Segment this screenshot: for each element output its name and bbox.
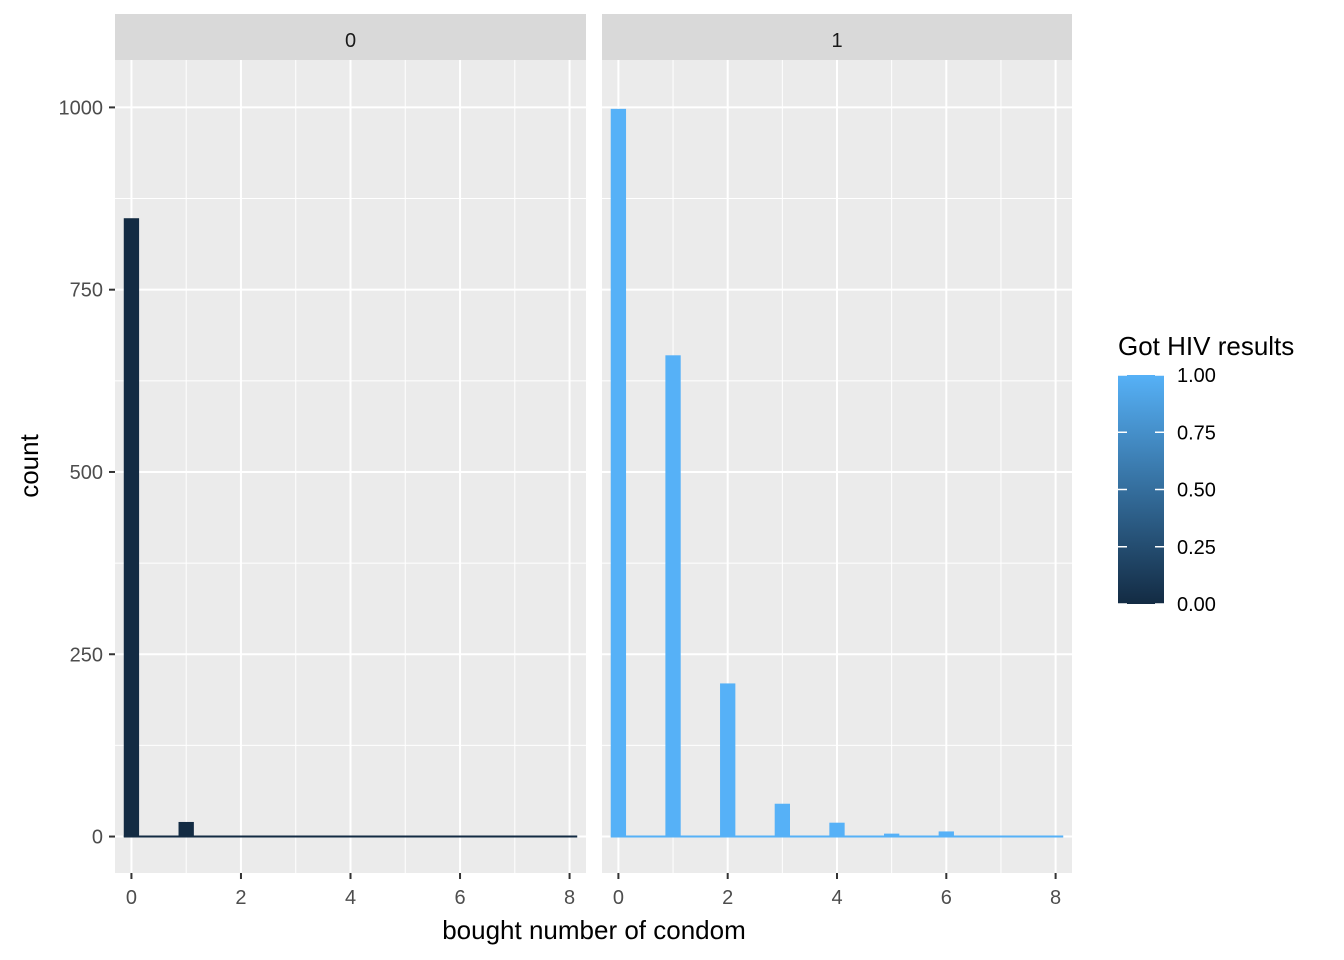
y-tick-label: 500: [70, 462, 103, 484]
y-axis: 0 250 500 750 1000: [59, 97, 115, 849]
histogram-bar: [829, 822, 845, 837]
x-tick-label: 0: [613, 887, 624, 909]
y-tick-label: 1000: [59, 97, 104, 119]
facet-strip-label: 1: [831, 30, 842, 52]
facet-strip: [602, 14, 1072, 60]
x-tick-label: 2: [235, 887, 246, 909]
x-tick-label: 2: [722, 887, 733, 909]
x-tick-label: 6: [941, 887, 952, 909]
facet-strip: [115, 14, 586, 60]
legend: Got HIV results 1.00 0.75 0.50 0.25 0.00: [1118, 331, 1294, 616]
x-tick-label: 8: [1050, 887, 1061, 909]
y-axis-title: count: [14, 433, 44, 497]
y-tick-label: 0: [92, 827, 103, 849]
facet-panel-1: 1: [602, 14, 1072, 873]
x-tick-label: 6: [454, 887, 465, 909]
legend-title: Got HIV results: [1118, 331, 1294, 361]
legend-ticks: 1.00 0.75 0.50 0.25 0.00: [1118, 365, 1216, 616]
facet-strip-label: 0: [345, 30, 356, 52]
histogram-bar: [938, 831, 954, 837]
legend-label: 0.50: [1177, 480, 1216, 502]
y-tick-label: 250: [70, 644, 103, 666]
legend-label: 0.00: [1177, 594, 1216, 616]
histogram-bar: [665, 355, 681, 837]
x-tick-label: 0: [126, 887, 137, 909]
histogram-bar: [884, 833, 900, 837]
x-tick-label: 8: [564, 887, 575, 909]
legend-label: 0.25: [1177, 537, 1216, 559]
facet-panel-0: 0: [115, 14, 586, 873]
y-tick-label: 750: [70, 280, 103, 302]
x-tick-label: 4: [831, 887, 842, 909]
x-axis: 0 2 4 6 8 0 2 4 6 8: [126, 873, 1061, 909]
histogram-bar: [123, 218, 140, 837]
legend-label: 0.75: [1177, 422, 1216, 444]
legend-label: 1.00: [1177, 365, 1216, 387]
histogram-bar: [774, 803, 790, 837]
x-axis-title: bought number of condom: [442, 915, 746, 945]
x-tick-label: 4: [345, 887, 356, 909]
histogram-bar: [178, 821, 194, 837]
histogram-bar: [610, 108, 627, 837]
histogram-bar: [720, 683, 736, 837]
